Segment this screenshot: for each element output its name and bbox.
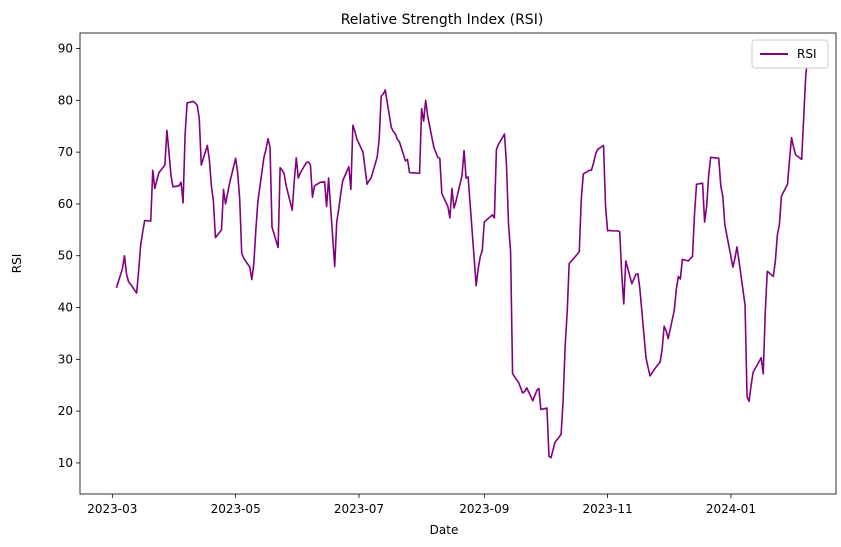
y-tick-label: 40 <box>58 301 73 315</box>
series-line-rsi <box>115 53 810 459</box>
plot-area <box>79 32 837 495</box>
y-axis-label: RSI <box>10 254 24 274</box>
x-axis: 2023-03 2023-05 2023-07 2023-09 2023-11 2024-… <box>87 494 756 516</box>
x-tick-label: 2023-09 <box>459 502 509 516</box>
x-tick-label: 2023-03 <box>87 502 137 516</box>
chart-title: Relative Strength Index (RSI) <box>341 12 544 28</box>
x-tick-label: 2023-07 <box>334 502 384 516</box>
x-axis-label: Date <box>430 523 459 537</box>
legend-box <box>751 39 829 69</box>
x-tick-label: 2023-05 <box>211 502 261 516</box>
legend: RSI <box>751 39 829 69</box>
y-tick-label: 80 <box>58 93 73 107</box>
plot-frame <box>79 32 837 495</box>
y-tick-label: 90 <box>58 42 73 56</box>
y-tick-label: 70 <box>58 145 73 159</box>
y-tick-label: 60 <box>58 197 73 211</box>
y-tick-label: 20 <box>58 404 73 418</box>
y-axis: 10 20 30 40 50 60 70 80 90 <box>58 42 80 470</box>
y-tick-label: 30 <box>58 352 73 366</box>
y-tick-label: 10 <box>58 456 73 470</box>
legend-label-rsi: RSI <box>797 47 817 61</box>
x-tick-label: 2024-01 <box>706 502 756 516</box>
x-tick-label: 2023-11 <box>583 502 633 516</box>
series-layer <box>115 53 810 459</box>
y-tick-label: 50 <box>58 249 73 263</box>
